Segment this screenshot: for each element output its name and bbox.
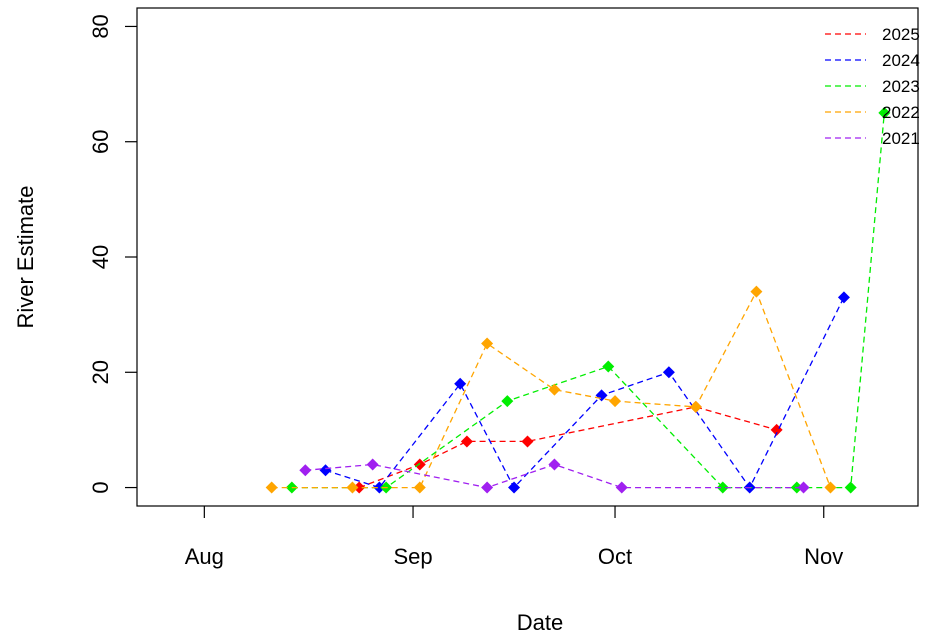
point-2022-5 — [609, 395, 622, 408]
series-line-2024 — [325, 297, 845, 489]
x-tick-label-nov: Nov — [804, 544, 843, 569]
point-2025-2 — [460, 435, 473, 448]
point-2023-6 — [844, 481, 857, 494]
point-2023-3 — [602, 360, 615, 373]
series-line-2025 — [358, 406, 777, 489]
legend-label-2021: 2021 — [882, 129, 920, 148]
point-2024-5 — [662, 366, 675, 379]
point-2022-2 — [413, 481, 426, 494]
y-tick-label-40: 40 — [88, 245, 113, 269]
point-2022-4 — [548, 383, 561, 396]
point-2021-2 — [481, 481, 494, 494]
point-2025-3 — [521, 435, 534, 448]
point-2022-3 — [481, 337, 494, 350]
point-2022-8 — [824, 481, 837, 494]
y-axis: 0 20 40 60 80 — [88, 14, 137, 494]
point-2022-1 — [346, 481, 359, 494]
point-2023-2 — [501, 395, 514, 408]
point-2023-4 — [716, 481, 729, 494]
point-2021-1 — [366, 458, 379, 471]
point-2024-7 — [837, 291, 850, 304]
legend: 2025 2024 2023 2022 2021 — [825, 25, 920, 148]
series-line-2023 — [291, 112, 885, 489]
legend-label-2025: 2025 — [882, 25, 920, 44]
point-2024-3 — [508, 481, 521, 494]
x-tick-label-oct: Oct — [598, 544, 632, 569]
series-2025 — [353, 400, 783, 494]
x-tick-label-aug: Aug — [185, 544, 224, 569]
x-axis-title: Date — [517, 610, 563, 635]
point-2021-3 — [548, 458, 561, 471]
series-2022 — [265, 285, 837, 494]
point-2025-1 — [413, 458, 426, 471]
point-2021-5 — [797, 481, 810, 494]
point-2021-0 — [299, 464, 312, 477]
y-tick-label-60: 60 — [88, 129, 113, 153]
x-tick-label-sep: Sep — [393, 544, 432, 569]
point-2022-7 — [750, 285, 763, 298]
point-2024-0 — [319, 464, 332, 477]
point-2023-7 — [878, 106, 891, 119]
point-2022-6 — [689, 400, 702, 413]
point-2022-0 — [265, 481, 278, 494]
point-2025-0 — [353, 481, 366, 494]
legend-label-2024: 2024 — [882, 51, 920, 70]
y-tick-label-0: 0 — [88, 481, 113, 493]
series-2021 — [299, 458, 810, 494]
point-2024-1 — [373, 481, 386, 494]
series-layer — [265, 106, 891, 494]
point-2024-2 — [454, 377, 467, 390]
x-axis: Aug Sep Oct Nov — [185, 506, 843, 569]
plot-frame — [136, 7, 919, 507]
point-2021-4 — [615, 481, 628, 494]
series-2024 — [319, 291, 850, 494]
series-2023 — [285, 106, 891, 494]
y-tick-label-20: 20 — [88, 360, 113, 384]
y-tick-label-80: 80 — [88, 14, 113, 38]
legend-label-2022: 2022 — [882, 103, 920, 122]
y-axis-title: River Estimate — [13, 185, 38, 328]
legend-label-2023: 2023 — [882, 77, 920, 96]
series-line-2022 — [271, 290, 832, 489]
